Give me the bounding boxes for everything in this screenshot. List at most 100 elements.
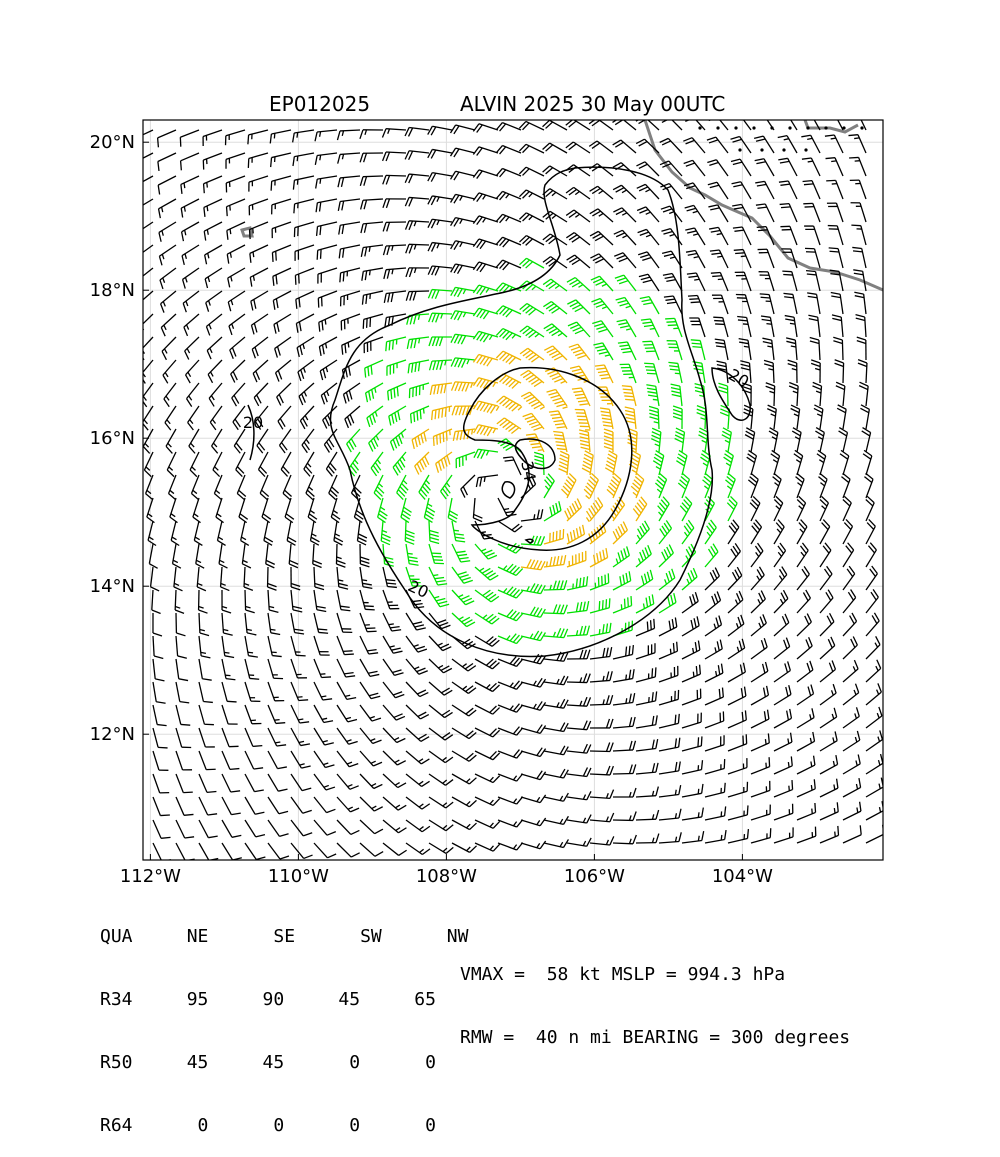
wind-barb xyxy=(474,449,498,458)
wind-barb xyxy=(687,273,705,291)
wind-barb xyxy=(751,733,769,751)
wind-barb xyxy=(498,439,521,452)
wind-barb xyxy=(151,567,160,591)
wind-barb xyxy=(498,797,523,804)
wind-barb xyxy=(249,199,268,215)
wind-barb xyxy=(817,450,826,475)
wind-barb xyxy=(682,520,694,544)
wind-barb xyxy=(475,682,500,691)
quadrant-table-header: QUA NE SE SW NW xyxy=(100,926,468,947)
wind-barb xyxy=(289,544,298,568)
wind-barb xyxy=(388,383,406,400)
wind-barb xyxy=(683,115,705,130)
wind-barb xyxy=(767,405,776,429)
wind-barb xyxy=(314,705,333,722)
wind-barb xyxy=(519,144,544,153)
wind-barb xyxy=(429,313,452,322)
wind-barb xyxy=(387,360,406,376)
wind-barb xyxy=(498,820,523,827)
wind-barb xyxy=(176,728,191,747)
wind-barb xyxy=(843,825,861,843)
wind-barb xyxy=(144,452,153,477)
wind-barb xyxy=(204,199,222,217)
wind-barb xyxy=(188,406,199,430)
wind-barb xyxy=(567,626,589,636)
wind-barb xyxy=(217,521,225,545)
wind-barb xyxy=(199,774,216,792)
wind-barb xyxy=(176,751,192,770)
wind-barb xyxy=(820,637,835,659)
wind-barb xyxy=(229,314,245,335)
wind-barb xyxy=(543,120,567,130)
wind-barb xyxy=(820,779,838,797)
wind-barb xyxy=(676,450,687,475)
wind-barb xyxy=(697,406,706,429)
wind-barb xyxy=(682,784,703,797)
wind-barb xyxy=(160,268,176,289)
wind-barb xyxy=(637,184,659,199)
wind-barb xyxy=(820,496,828,521)
wind-barb xyxy=(367,406,383,427)
wind-barb xyxy=(199,705,214,725)
wind-barb xyxy=(216,498,224,523)
wind-barb xyxy=(639,274,659,291)
wind-barb xyxy=(360,130,383,139)
wind-barb xyxy=(360,797,383,811)
wind-barb xyxy=(862,428,871,452)
wind-barb xyxy=(785,316,797,337)
wind-barb xyxy=(191,475,199,500)
wind-barb xyxy=(429,636,451,651)
wind-barb xyxy=(429,797,453,808)
wind-barb xyxy=(153,843,171,861)
wind-barb xyxy=(314,774,335,790)
wind-barb xyxy=(613,522,627,544)
wind-barb xyxy=(707,137,728,153)
wind-barb xyxy=(600,408,613,429)
wind-barb xyxy=(664,296,682,314)
wind-barb xyxy=(553,431,567,452)
wind-barb xyxy=(544,723,568,732)
wind-barb xyxy=(521,818,546,826)
wind-barb xyxy=(833,337,843,360)
wind-barb xyxy=(221,567,230,591)
wind-barb xyxy=(843,543,854,567)
wind-barb xyxy=(544,628,568,637)
wind-barb xyxy=(544,769,568,778)
wind-barb xyxy=(183,268,199,289)
wind-barb xyxy=(544,324,567,337)
wind-barb xyxy=(429,682,452,695)
wind-barb xyxy=(667,341,682,360)
wind-barb xyxy=(797,685,814,705)
wind-barb xyxy=(253,360,268,382)
wind-barb xyxy=(566,233,590,245)
wind-barb xyxy=(705,711,724,728)
wind-barb xyxy=(519,236,544,246)
wind-barb xyxy=(616,297,636,314)
wind-barb xyxy=(572,388,590,406)
wind-barb xyxy=(226,130,245,145)
wind-barb xyxy=(176,636,187,658)
wind-barb xyxy=(360,613,377,632)
wind-barb xyxy=(659,690,679,705)
wind-barb xyxy=(314,797,335,813)
wind-barb xyxy=(543,302,567,314)
wind-barb xyxy=(299,383,314,405)
wind-barb xyxy=(543,143,567,153)
wind-barb xyxy=(644,363,659,383)
wind-barb xyxy=(774,543,786,567)
wind-barb xyxy=(658,497,670,521)
wind-barbs xyxy=(135,112,884,861)
wind-barb xyxy=(268,567,277,590)
wind-barb xyxy=(189,429,199,453)
wind-barb xyxy=(771,450,780,475)
wind-barb xyxy=(340,268,360,282)
wind-barb xyxy=(673,406,682,429)
wind-barb xyxy=(285,498,294,523)
wind-barb xyxy=(337,774,359,789)
wind-barb xyxy=(774,733,792,751)
wind-barb xyxy=(452,774,476,784)
wind-barb xyxy=(843,755,860,774)
wind-barb xyxy=(268,590,278,612)
wind-barb xyxy=(273,291,291,310)
wind-barb xyxy=(193,498,201,523)
